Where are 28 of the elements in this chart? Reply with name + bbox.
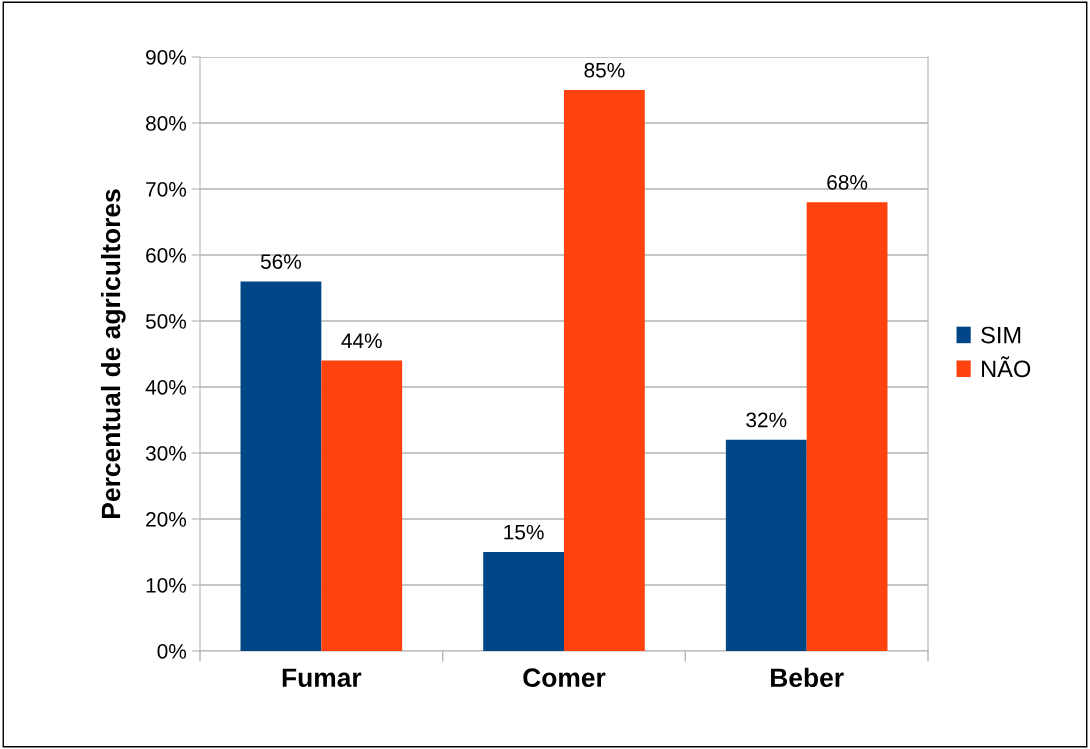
y-tick-label: 0% — [157, 644, 187, 659]
bar — [321, 360, 403, 651]
bar — [806, 202, 888, 651]
y-tick-label: 60% — [146, 248, 187, 263]
bar — [240, 281, 322, 651]
data-label: 68% — [827, 175, 868, 190]
y-tick-label: 30% — [145, 446, 187, 461]
x-tick-label: Comer — [523, 668, 606, 688]
legend-label: SIM — [981, 326, 1021, 344]
bar — [564, 90, 645, 651]
y-tick-label: 10% — [146, 578, 187, 593]
y-tick-label: 90% — [146, 50, 187, 65]
data-label: 15% — [504, 524, 544, 540]
data-label: 85% — [584, 62, 625, 78]
bar — [725, 439, 807, 651]
legend-label: NÃO — [982, 356, 1031, 378]
y-tick-label: 50% — [145, 314, 187, 329]
data-label: 56% — [260, 254, 302, 269]
x-tick-label: Beber — [771, 667, 844, 688]
y-tick-label: 20% — [146, 512, 187, 527]
bar — [483, 552, 564, 651]
data-label: 32% — [746, 412, 787, 428]
y-tick-label: 40% — [145, 380, 187, 395]
y-tick-label: 70% — [146, 182, 187, 197]
y-tick-label: 80% — [146, 116, 187, 131]
x-tick-label: Fumar — [282, 668, 362, 688]
y-axis-title: Percentual de agricultores — [100, 189, 126, 518]
data-label: 44% — [341, 333, 382, 349]
